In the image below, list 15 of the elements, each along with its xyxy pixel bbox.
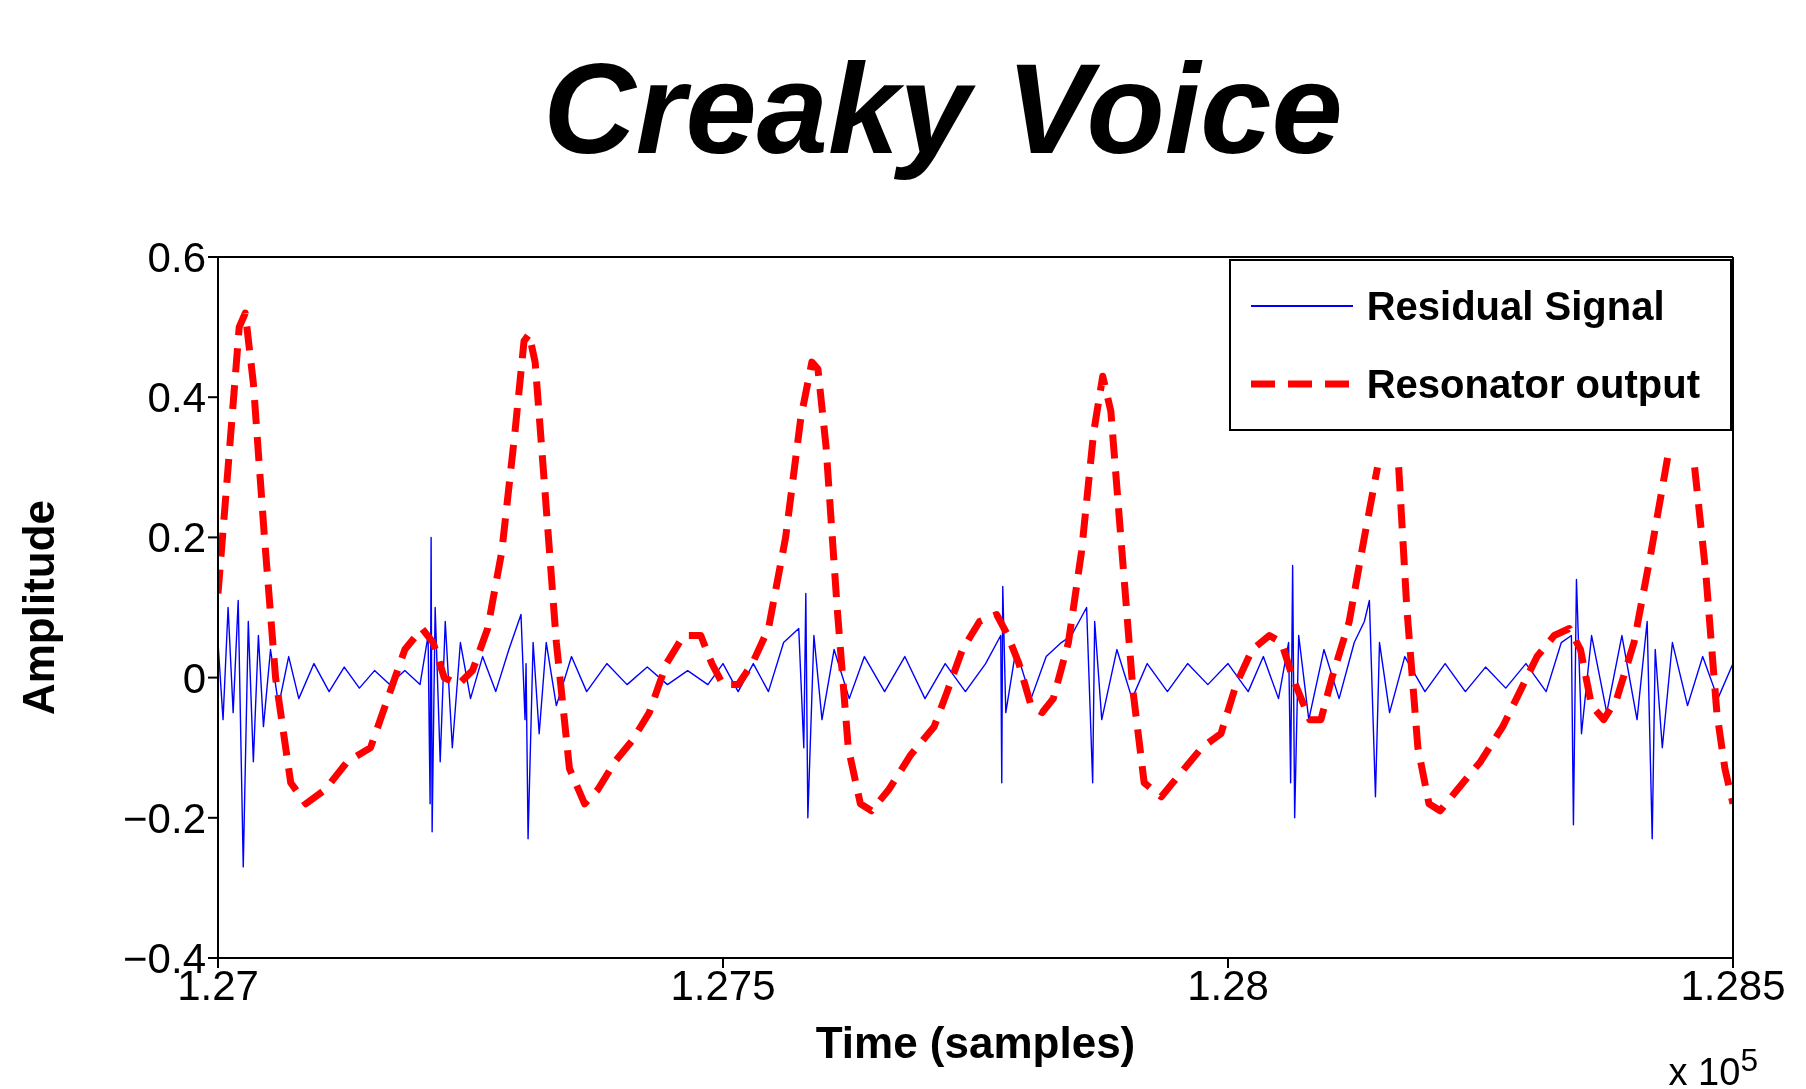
x-tick-label: 1.28: [1187, 961, 1269, 1009]
x-tick-label: 1.275: [670, 961, 776, 1009]
y-tick-label: 0: [182, 654, 206, 702]
chart-title: Creaky Voice: [542, 35, 1344, 182]
y-tick-label: 0.4: [147, 374, 206, 422]
x-axis-title: Time (samples): [815, 1018, 1136, 1067]
line-series: [218, 536, 1733, 868]
text: x 10$^{5}$: [1668, 1041, 1758, 1089]
y-tick-label: 0.6: [147, 233, 206, 281]
legend-label: Resonator output: [1366, 361, 1700, 407]
legend-label: Residual Signal: [1366, 283, 1665, 329]
x-tick-label: 1.285: [1680, 961, 1786, 1009]
y-axis-title: Amplitude: [13, 499, 63, 716]
y-tick-label: −0.2: [123, 794, 206, 842]
y-tick-label: 0.2: [147, 514, 206, 562]
